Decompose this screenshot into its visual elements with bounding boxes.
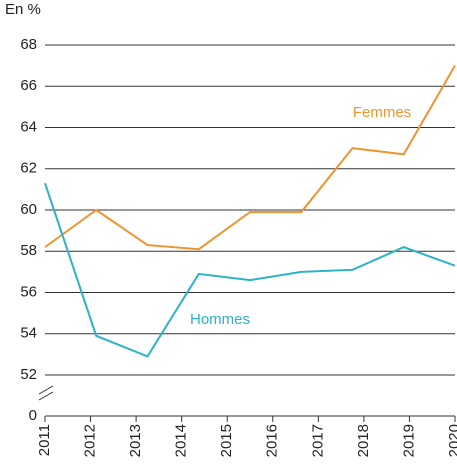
x-tick-label: 2012 [82,424,99,457]
y-tick-label: 52 [20,366,37,383]
x-tick-label: 2015 [218,424,235,457]
y-tick-label: 54 [20,325,37,342]
x-tick-label: 2013 [127,424,144,457]
y-tick-label: 62 [20,160,37,177]
x-tick-label: 2017 [309,424,326,457]
x-tick-label: 2018 [355,424,372,457]
series-line [44,182,456,358]
series-line [44,65,456,251]
y-tick-label: 66 [20,77,37,94]
series-label: Femmes [353,104,411,121]
y-tick-label: 0 [29,407,37,424]
x-tick-label: 2011 [36,424,53,456]
x-tick-label: 2014 [173,424,190,457]
y-axis-label: En % [5,1,41,18]
x-tick-label: 2019 [400,424,417,457]
y-tick-label: 58 [20,242,37,259]
series-label: Hommes [190,311,250,328]
y-tick-label: 56 [20,283,37,300]
y-tick-label: 68 [20,36,37,53]
y-tick-label: 60 [20,201,37,218]
axis-break [38,391,54,401]
x-tick-label: 2020 [446,424,457,457]
axis-break [38,385,54,395]
y-tick-label: 64 [20,118,37,135]
x-tick-label: 2016 [264,424,281,457]
